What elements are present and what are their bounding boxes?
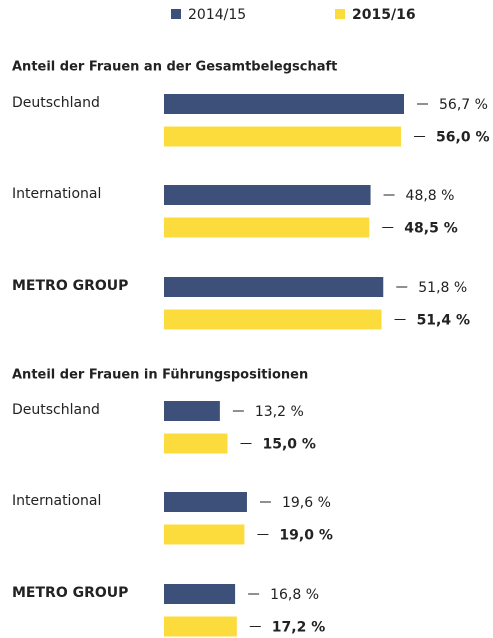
value-label: 17,2 %	[272, 620, 325, 636]
category-label: International	[12, 186, 101, 202]
bar	[164, 524, 245, 545]
panel-title: Anteil der Frauen an der Gesamtbelegscha…	[12, 60, 337, 75]
value-label: 51,8 %	[418, 280, 467, 296]
bar	[164, 584, 236, 604]
value-label: 51,4 %	[417, 313, 470, 329]
value-label: 56,0 %	[436, 130, 489, 146]
bar	[164, 433, 228, 454]
bar	[164, 277, 384, 297]
value-label: 16,8 %	[270, 587, 319, 603]
legend-swatch	[335, 9, 345, 19]
value-label: 56,7 %	[439, 97, 488, 113]
value-label: 19,6 %	[282, 495, 331, 511]
category-label: Deutschland	[12, 95, 100, 111]
legend-label: 2014/15	[188, 7, 246, 23]
bar	[164, 94, 404, 114]
value-label: 13,2 %	[255, 404, 304, 420]
value-label: 19,0 %	[279, 528, 332, 544]
bar	[164, 217, 370, 238]
category-label: Deutschland	[12, 402, 100, 418]
value-label: 48,5 %	[404, 221, 457, 237]
bar	[164, 126, 402, 147]
bar	[164, 616, 237, 637]
value-label: 48,8 %	[406, 188, 455, 204]
bar	[164, 185, 371, 205]
panel-title: Anteil der Frauen in Führungspositionen	[12, 368, 308, 383]
legend-swatch	[171, 9, 181, 19]
legend-label: 2015/16	[352, 7, 416, 23]
value-label: 15,0 %	[262, 437, 315, 453]
category-label: METRO GROUP	[12, 278, 128, 294]
bar	[164, 309, 382, 330]
category-label: METRO GROUP	[12, 585, 128, 601]
bar	[164, 401, 220, 421]
category-label: International	[12, 493, 101, 509]
bar	[164, 492, 247, 512]
